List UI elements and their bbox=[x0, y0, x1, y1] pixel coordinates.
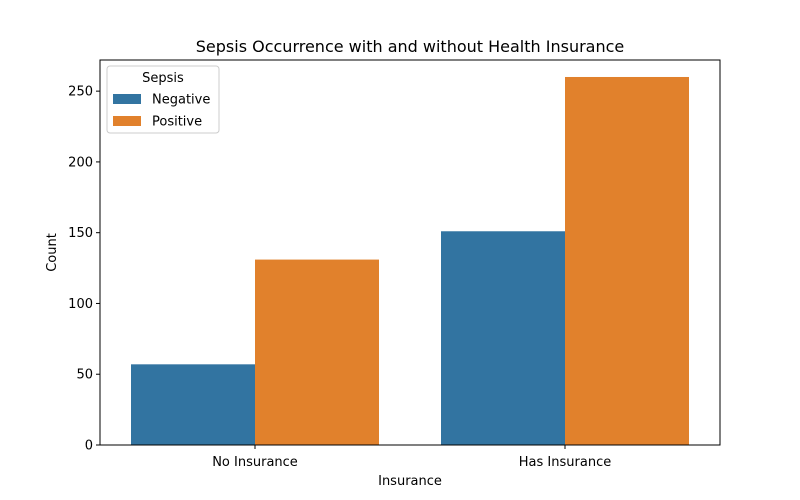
bar-positive-0 bbox=[255, 259, 379, 445]
legend-label-positive: Positive bbox=[152, 115, 202, 130]
x-axis-label: Insurance bbox=[378, 474, 442, 489]
chart-title: Sepsis Occurrence with and without Healt… bbox=[196, 37, 625, 56]
plot-frame bbox=[99, 59, 721, 446]
plot-bars bbox=[131, 76, 689, 445]
bar-negative-1 bbox=[441, 231, 565, 445]
y-tick-label: 50 bbox=[76, 368, 93, 383]
y-axis: 0 50 100 150 200 250 bbox=[68, 85, 100, 454]
bar-negative-0 bbox=[131, 364, 255, 445]
y-axis-label: Count bbox=[45, 233, 60, 272]
legend-swatch-negative bbox=[113, 94, 141, 104]
y-tick-label: 0 bbox=[85, 439, 93, 454]
y-tick-label: 250 bbox=[68, 85, 93, 100]
bar-positive-1 bbox=[565, 76, 689, 445]
y-tick-label: 150 bbox=[68, 226, 93, 241]
x-axis: No Insurance Has Insurance bbox=[212, 445, 611, 470]
y-tick-label: 200 bbox=[68, 155, 93, 170]
legend-title: Sepsis bbox=[142, 71, 184, 86]
x-tick-label: Has Insurance bbox=[519, 455, 611, 470]
legend: Sepsis Negative Positive bbox=[106, 65, 220, 134]
legend-swatch-positive bbox=[113, 116, 141, 126]
legend-label-negative: Negative bbox=[152, 93, 210, 108]
y-tick-label: 100 bbox=[68, 297, 93, 312]
x-tick-label: No Insurance bbox=[212, 455, 298, 470]
